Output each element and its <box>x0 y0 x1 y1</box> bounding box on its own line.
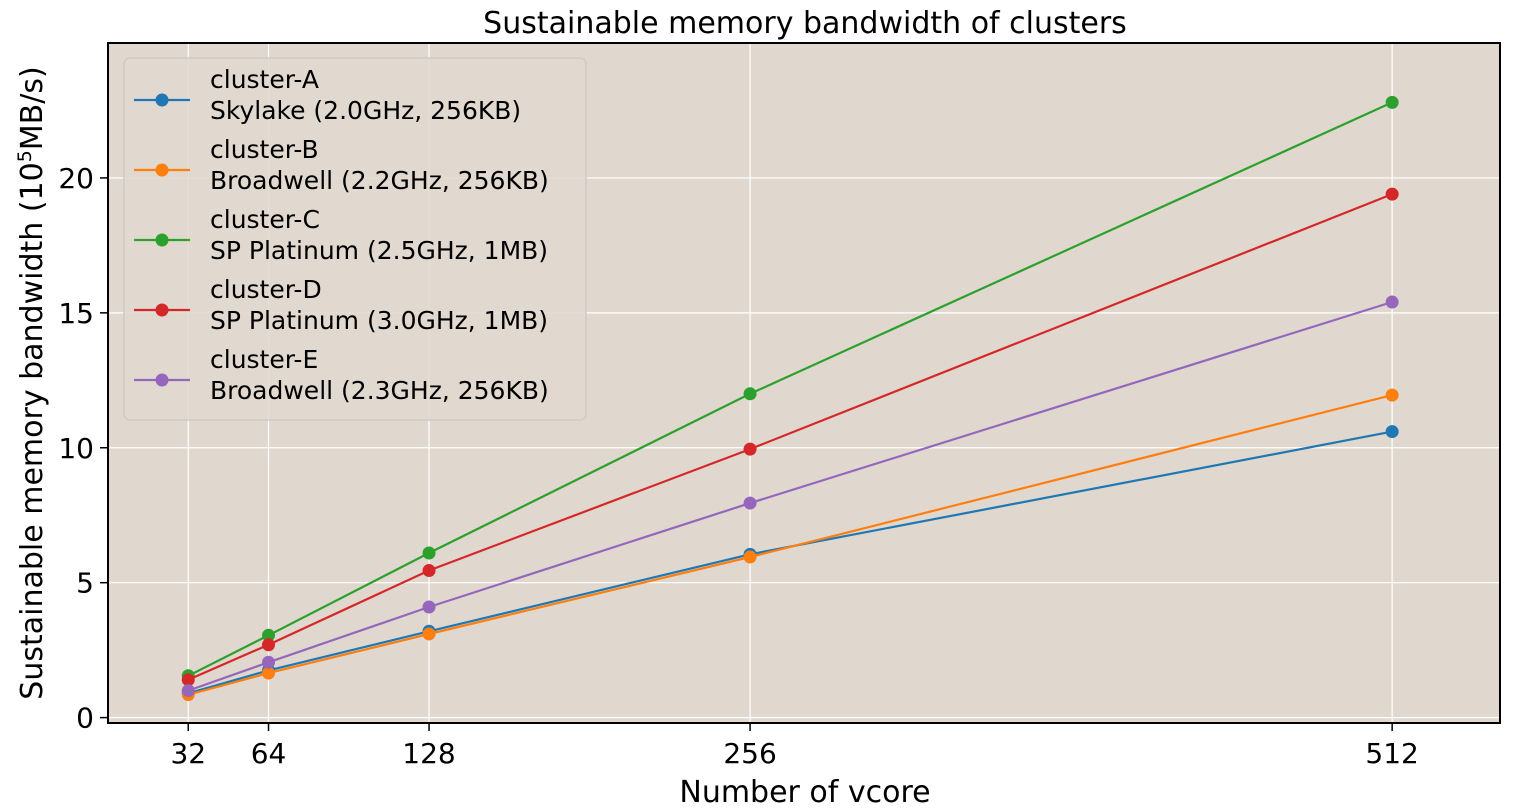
data-point-cluster-D <box>422 564 436 578</box>
legend-box <box>123 57 587 421</box>
data-point-cluster-C <box>422 546 436 560</box>
data-point-cluster-C <box>743 387 757 401</box>
data-point-cluster-E <box>422 600 436 614</box>
legend-marker-cluster-B <box>155 163 169 177</box>
data-point-cluster-E <box>743 496 757 510</box>
data-point-cluster-D <box>743 442 757 456</box>
legend-series-desc: Broadwell (2.3GHz, 256KB) <box>210 376 549 405</box>
x-tick-label: 512 <box>1365 737 1418 770</box>
y-tick-label: 20 <box>58 162 94 195</box>
data-point-cluster-E <box>181 684 195 698</box>
data-point-cluster-D <box>1385 187 1399 201</box>
data-point-cluster-B <box>422 627 436 641</box>
legend-series-name: cluster-B <box>210 135 319 164</box>
data-point-cluster-B <box>743 550 757 564</box>
data-point-cluster-D <box>181 673 195 687</box>
legend-series-desc: Broadwell (2.2GHz, 256KB) <box>210 166 549 195</box>
axis-ticks: 32 64 128 256 512 0 5 10 15 20 <box>58 162 1419 770</box>
legend-marker-cluster-D <box>155 303 169 317</box>
series-layer <box>181 95 1399 702</box>
y-axis-label-main: Sustainable memory bandwidth (10 <box>15 162 50 699</box>
y-tick-label: 15 <box>58 297 94 330</box>
legend-marker-cluster-C <box>155 233 169 247</box>
y-tick-label: 5 <box>76 567 94 600</box>
data-point-cluster-C <box>1385 95 1399 109</box>
data-point-cluster-E <box>1385 295 1399 309</box>
data-point-cluster-C <box>262 628 276 642</box>
legend-series-desc: Skylake (2.0GHz, 256KB) <box>210 96 521 125</box>
legend-series-name: cluster-C <box>210 205 320 234</box>
legend-series-name: cluster-E <box>210 345 318 374</box>
legend-marker-cluster-E <box>155 373 169 387</box>
chart-title: Sustainable memory bandwidth of clusters <box>483 6 1127 41</box>
legend-series-name: cluster-A <box>210 65 319 94</box>
x-tick-label: 64 <box>251 737 287 770</box>
x-tick-label: 32 <box>170 737 206 770</box>
y-tick-label: 0 <box>76 702 94 735</box>
data-point-cluster-D <box>262 638 276 652</box>
data-point-cluster-B <box>1385 388 1399 402</box>
y-axis-label: Sustainable memory bandwidth (105MB/s) <box>14 66 50 699</box>
data-point-cluster-E <box>262 655 276 669</box>
y-axis-label-unit: MB/s) <box>15 66 50 150</box>
plot-frame <box>107 42 1501 724</box>
legend-marker-cluster-A <box>155 93 169 107</box>
x-tick-label: 128 <box>402 737 455 770</box>
y-axis-label-exponent: 5 <box>14 150 36 162</box>
legend-series-desc: SP Platinum (2.5GHz, 1MB) <box>210 236 548 265</box>
data-point-cluster-A <box>1385 425 1399 439</box>
legend-series-desc: SP Platinum (3.0GHz, 1MB) <box>210 306 548 335</box>
y-tick-label: 10 <box>58 432 94 465</box>
x-tick-label: 256 <box>723 737 776 770</box>
data-point-cluster-B <box>262 666 276 680</box>
legend-series-name: cluster-D <box>210 275 322 304</box>
x-axis-label: Number of vcore <box>679 775 930 810</box>
